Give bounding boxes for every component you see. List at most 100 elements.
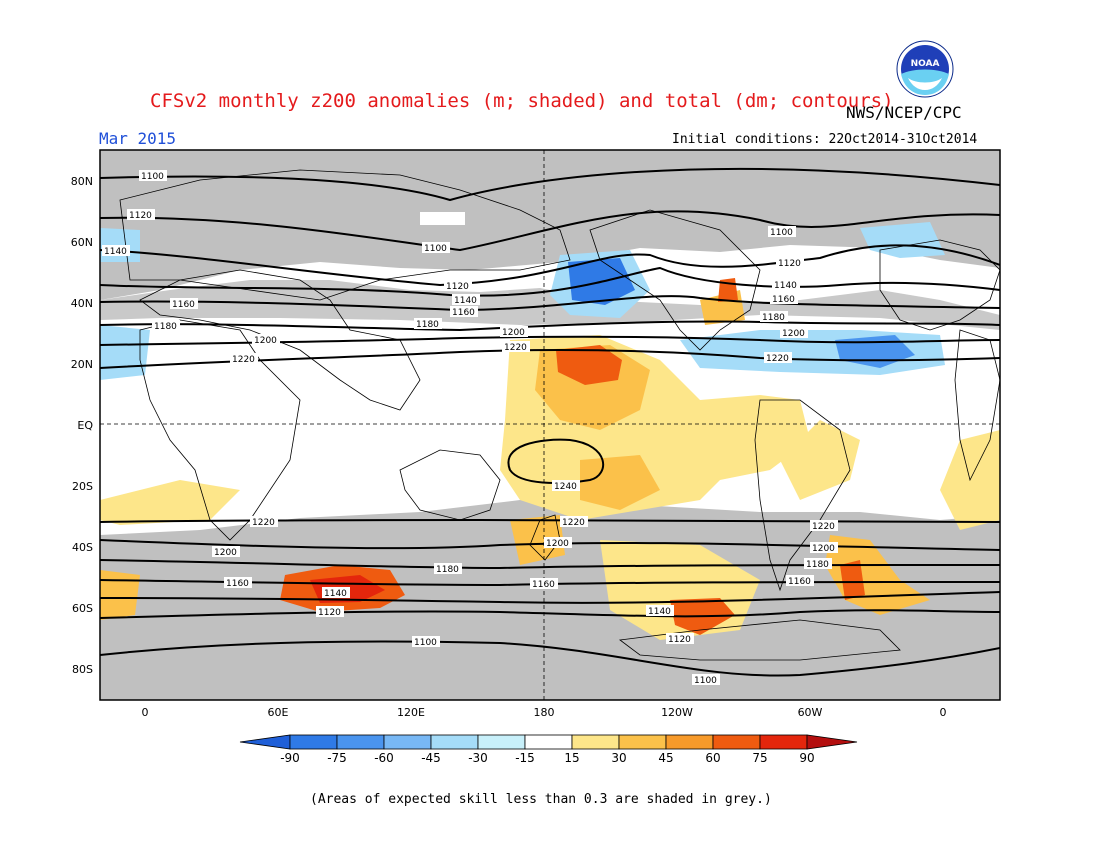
svg-text:1160: 1160 (788, 577, 811, 587)
svg-text:1160: 1160 (226, 579, 249, 589)
svg-text:1180: 1180 (416, 320, 439, 330)
colorbar-segment (712, 734, 761, 750)
svg-text:1180: 1180 (436, 565, 459, 575)
contour-label: 1180 (760, 311, 788, 323)
contour-label: 1200 (810, 542, 838, 554)
skill-footnote: (Areas of expected skill less than 0.3 a… (310, 792, 772, 807)
svg-text:1220: 1220 (562, 518, 585, 528)
contour-label: 1200 (544, 537, 572, 549)
svg-text:1200: 1200 (254, 336, 277, 346)
contour-label: 1220 (230, 353, 258, 365)
lon-label: 180 (534, 706, 555, 719)
contour-label: 1160 (770, 293, 798, 305)
colorbar-tick-label: -30 (468, 751, 488, 765)
noaa-logo: NOAA (896, 40, 954, 98)
colorbar-segment (618, 734, 667, 750)
latitude-labels: 80N 60N 40N 20N EQ 20S 40S 60S 80S (71, 175, 94, 676)
contour-label: 1180 (152, 320, 180, 332)
contour-label: 1220 (764, 352, 792, 364)
svg-text:1120: 1120 (129, 211, 152, 221)
svg-text:1140: 1140 (648, 607, 671, 617)
contour-label: 1100 (139, 170, 167, 182)
svg-text:1220: 1220 (812, 522, 835, 532)
contour-label: 1120 (127, 209, 155, 221)
svg-text:1160: 1160 (172, 300, 195, 310)
contour-label: 1240 (552, 480, 580, 492)
contour-label: 1100 (768, 226, 796, 238)
valid-month: Mar 2015 (99, 129, 177, 148)
svg-text:1100: 1100 (424, 244, 447, 254)
contour-label: 1220 (250, 516, 278, 528)
svg-text:1180: 1180 (806, 560, 829, 570)
colorbar-segment (336, 734, 385, 750)
svg-text:1220: 1220 (232, 355, 255, 365)
longitude-labels: 0 60E 120E 180 120W 60W 0 (142, 706, 947, 719)
contour-label: 1160 (224, 577, 252, 589)
svg-text:1140: 1140 (454, 296, 477, 306)
contour-label: 1180 (804, 558, 832, 570)
svg-text:1120: 1120 (318, 608, 341, 618)
lat-label: 20S (72, 480, 93, 493)
svg-text:1160: 1160 (532, 580, 555, 590)
contour-label: 1140 (772, 279, 800, 291)
contour-label: 1200 (780, 327, 808, 339)
lon-label: 120E (397, 706, 425, 719)
contour-label: 1220 (502, 341, 530, 353)
colorbar-segment (524, 734, 573, 750)
colorbar-tick-label: 30 (611, 751, 626, 765)
colorbar-segment (289, 734, 338, 750)
contour-label: 1100 (422, 242, 450, 254)
colorbar-tick-label: 15 (564, 751, 579, 765)
svg-text:1100: 1100 (770, 228, 793, 238)
lat-label: 80S (72, 663, 93, 676)
svg-text:1220: 1220 (766, 354, 789, 364)
contour-label: 1180 (434, 563, 462, 575)
svg-text:1120: 1120 (778, 259, 801, 269)
lat-label: 20N (71, 358, 93, 371)
contour-label: 1220 (560, 516, 588, 528)
colorbar-segment (759, 734, 808, 750)
contour-label: 1140 (102, 245, 130, 257)
svg-text:1140: 1140 (774, 281, 797, 291)
contour-label: 1200 (500, 326, 528, 338)
svg-text:1160: 1160 (772, 295, 795, 305)
svg-text:1140: 1140 (324, 589, 347, 599)
lat-label: EQ (77, 419, 93, 432)
lon-label: 60E (268, 706, 289, 719)
colorbar-segment (383, 734, 432, 750)
contour-label: 1160 (450, 306, 478, 318)
svg-text:1220: 1220 (252, 518, 275, 528)
contour-label: 1140 (322, 587, 350, 599)
svg-text:1100: 1100 (694, 676, 717, 686)
svg-text:1200: 1200 (502, 328, 525, 338)
chart-title: CFSv2 monthly z200 anomalies (m; shaded)… (150, 90, 894, 112)
svg-text:1200: 1200 (546, 539, 569, 549)
colorbar: -90 -75 -60 -45 -30 -15 15 30 45 60 75 90 (239, 734, 858, 765)
lon-label: 120W (661, 706, 693, 719)
colorbar-arrow-high (806, 734, 858, 750)
svg-text:1120: 1120 (668, 635, 691, 645)
contour-label: 1120 (316, 606, 344, 618)
colorbar-tick-label: 90 (799, 751, 814, 765)
svg-text:1220: 1220 (504, 343, 527, 353)
lat-label: 60S (72, 602, 93, 615)
colorbar-tick-label: -15 (515, 751, 535, 765)
lon-label: 0 (142, 706, 149, 719)
contour-label: 1100 (692, 674, 720, 686)
colorbar-tick-label: 60 (705, 751, 720, 765)
lat-label: 60N (71, 236, 93, 249)
svg-text:1180: 1180 (154, 322, 177, 332)
svg-text:1100: 1100 (414, 638, 437, 648)
svg-text:1140: 1140 (104, 247, 127, 257)
contour-label: 1120 (666, 633, 694, 645)
lat-label: 40S (72, 541, 93, 554)
plot-frame (99, 149, 1001, 701)
svg-text:1200: 1200 (782, 329, 805, 339)
contour-label: 1120 (444, 280, 472, 292)
contour-label: 1200 (212, 546, 240, 558)
contour-label: 1220 (810, 520, 838, 532)
svg-text:1200: 1200 (812, 544, 835, 554)
svg-text:1120: 1120 (446, 282, 469, 292)
contour-label: 1160 (786, 575, 814, 587)
